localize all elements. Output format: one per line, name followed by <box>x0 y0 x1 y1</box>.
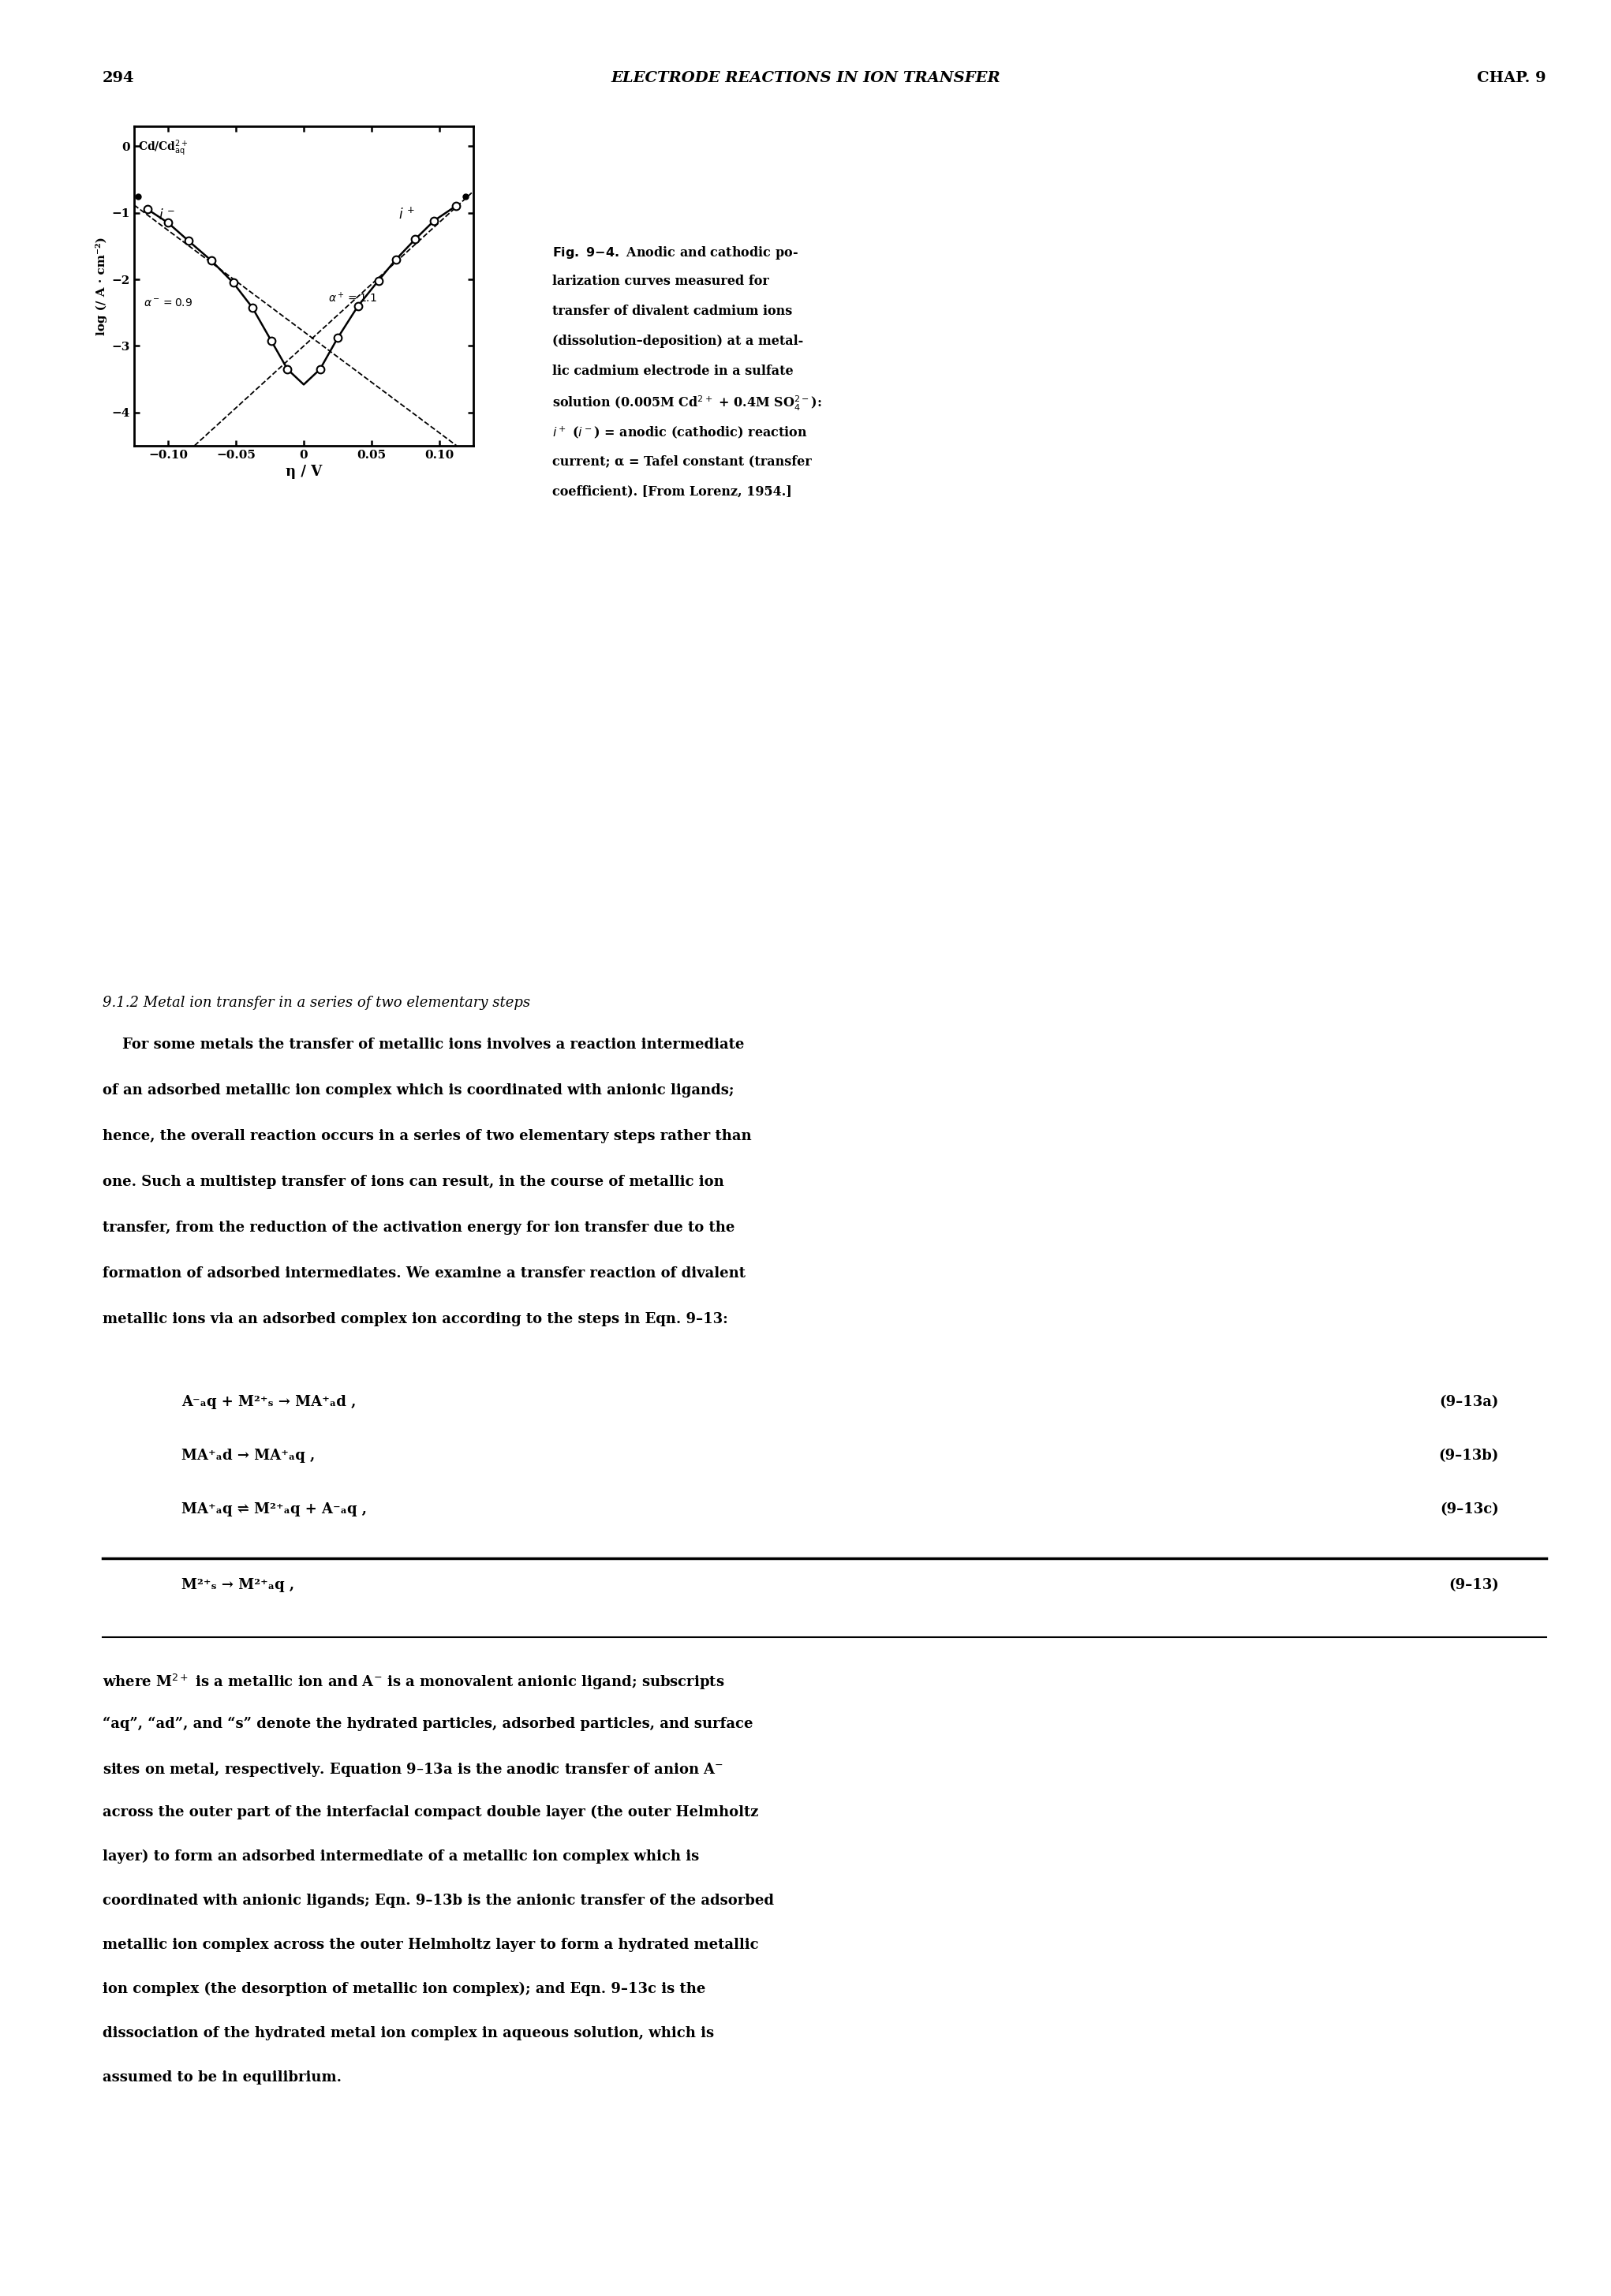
Text: $i^{\,-}$: $i^{\,-}$ <box>158 209 176 223</box>
Text: solution (0.005M Cd$^{2+}$ + 0.4M SO$_4^{2-}$):: solution (0.005M Cd$^{2+}$ + 0.4M SO$_4^… <box>553 395 822 413</box>
Text: assumed to be in equilibrium.: assumed to be in equilibrium. <box>103 2071 342 2085</box>
X-axis label: η / V: η / V <box>285 466 322 480</box>
Text: layer) to form an adsorbed intermediate of a metallic ion complex which is: layer) to form an adsorbed intermediate … <box>103 1848 699 1864</box>
Text: ion complex (the desorption of metallic ion complex); and Eqn. 9–13c is the: ion complex (the desorption of metallic … <box>103 1981 706 1998</box>
Text: Cd/Cd$^{2+}_{\mathrm{aq}}$: Cd/Cd$^{2+}_{\mathrm{aq}}$ <box>139 138 188 158</box>
Text: dissociation of the hydrated metal ion complex in aqueous solution, which is: dissociation of the hydrated metal ion c… <box>103 2025 714 2041</box>
Text: hence, the overall reaction occurs in a series of two elementary steps rather th: hence, the overall reaction occurs in a … <box>103 1130 752 1143</box>
Text: (9–13): (9–13) <box>1448 1577 1498 1591</box>
Text: coordinated with anionic ligands; Eqn. 9–13b is the anionic transfer of the adso: coordinated with anionic ligands; Eqn. 9… <box>103 1894 773 1908</box>
Text: where M$^{2+}$ is a metallic ion and A$^{-}$ is a monovalent anionic ligand; sub: where M$^{2+}$ is a metallic ion and A$^… <box>103 1674 725 1692</box>
Text: formation of adsorbed intermediates. We examine a transfer reaction of divalent: formation of adsorbed intermediates. We … <box>103 1267 746 1281</box>
Text: lic cadmium electrode in a sulfate: lic cadmium electrode in a sulfate <box>553 365 793 379</box>
Text: (9–13a): (9–13a) <box>1440 1396 1498 1410</box>
Text: A⁻ₐq + M²⁺ₛ → MA⁺ₐd ,: A⁻ₐq + M²⁺ₛ → MA⁺ₐd , <box>182 1396 356 1410</box>
Text: larization curves measured for: larization curves measured for <box>553 276 768 287</box>
Text: $\alpha^+ = 1.1$: $\alpha^+ = 1.1$ <box>329 292 377 305</box>
Text: transfer of divalent cadmium ions: transfer of divalent cadmium ions <box>553 305 793 317</box>
Y-axis label: log (/ A · cm⁻²): log (/ A · cm⁻²) <box>95 236 108 335</box>
Text: across the outer part of the interfacial compact double layer (the outer Helmhol: across the outer part of the interfacial… <box>103 1805 759 1821</box>
Text: $i^+$ ($i^-$) = anodic (cathodic) reaction: $i^+$ ($i^-$) = anodic (cathodic) reacti… <box>553 425 807 441</box>
Text: (9–13b): (9–13b) <box>1439 1449 1498 1463</box>
Text: CHAP. 9: CHAP. 9 <box>1477 71 1547 85</box>
Text: 294: 294 <box>103 71 134 85</box>
Text: For some metals the transfer of metallic ions involves a reaction intermediate: For some metals the transfer of metallic… <box>103 1038 744 1052</box>
Text: sites on metal, respectively. Equation 9–13a is the anodic transfer of anion A$^: sites on metal, respectively. Equation 9… <box>103 1761 723 1779</box>
Text: “aq”, “ad”, and “s” denote the hydrated particles, adsorbed particles, and surfa: “aq”, “ad”, and “s” denote the hydrated … <box>103 1717 752 1731</box>
Text: MA⁺ₐq ⇌ M²⁺ₐq + A⁻ₐq ,: MA⁺ₐq ⇌ M²⁺ₐq + A⁻ₐq , <box>182 1502 367 1515</box>
Text: ELECTRODE REACTIONS IN ION TRANSFER: ELECTRODE REACTIONS IN ION TRANSFER <box>611 71 1000 85</box>
Text: (dissolution–deposition) at a metal-: (dissolution–deposition) at a metal- <box>553 335 804 349</box>
Text: metallic ions via an adsorbed complex ion according to the steps in Eqn. 9–13:: metallic ions via an adsorbed complex io… <box>103 1311 728 1327</box>
Text: (9–13c): (9–13c) <box>1440 1502 1498 1515</box>
Text: transfer, from the reduction of the activation energy for ion transfer due to th: transfer, from the reduction of the acti… <box>103 1221 735 1235</box>
Text: of an adsorbed metallic ion complex which is coordinated with anionic ligands;: of an adsorbed metallic ion complex whic… <box>103 1084 735 1097</box>
Text: coefficient). [From Lorenz, 1954.]: coefficient). [From Lorenz, 1954.] <box>553 484 793 498</box>
Text: current; α = Tafel constant (transfer: current; α = Tafel constant (transfer <box>553 455 812 468</box>
Text: $i^{\,+}$: $i^{\,+}$ <box>400 207 416 223</box>
Text: M²⁺ₛ → M²⁺ₐq ,: M²⁺ₛ → M²⁺ₐq , <box>182 1577 295 1591</box>
Text: 9.1.2 Metal ion transfer in a series of two elementary steps: 9.1.2 Metal ion transfer in a series of … <box>103 996 530 1010</box>
Text: $\bf{Fig.\ 9\!-\!4.}$ Anodic and cathodic po-: $\bf{Fig.\ 9\!-\!4.}$ Anodic and cathodi… <box>553 246 797 262</box>
Text: one. Such a multistep transfer of ions can result, in the course of metallic ion: one. Such a multistep transfer of ions c… <box>103 1176 723 1189</box>
Text: $\alpha^- = 0.9$: $\alpha^- = 0.9$ <box>143 296 193 308</box>
Text: metallic ion complex across the outer Helmholtz layer to form a hydrated metalli: metallic ion complex across the outer He… <box>103 1938 759 1952</box>
Text: MA⁺ₐd → MA⁺ₐq ,: MA⁺ₐd → MA⁺ₐq , <box>182 1449 316 1463</box>
